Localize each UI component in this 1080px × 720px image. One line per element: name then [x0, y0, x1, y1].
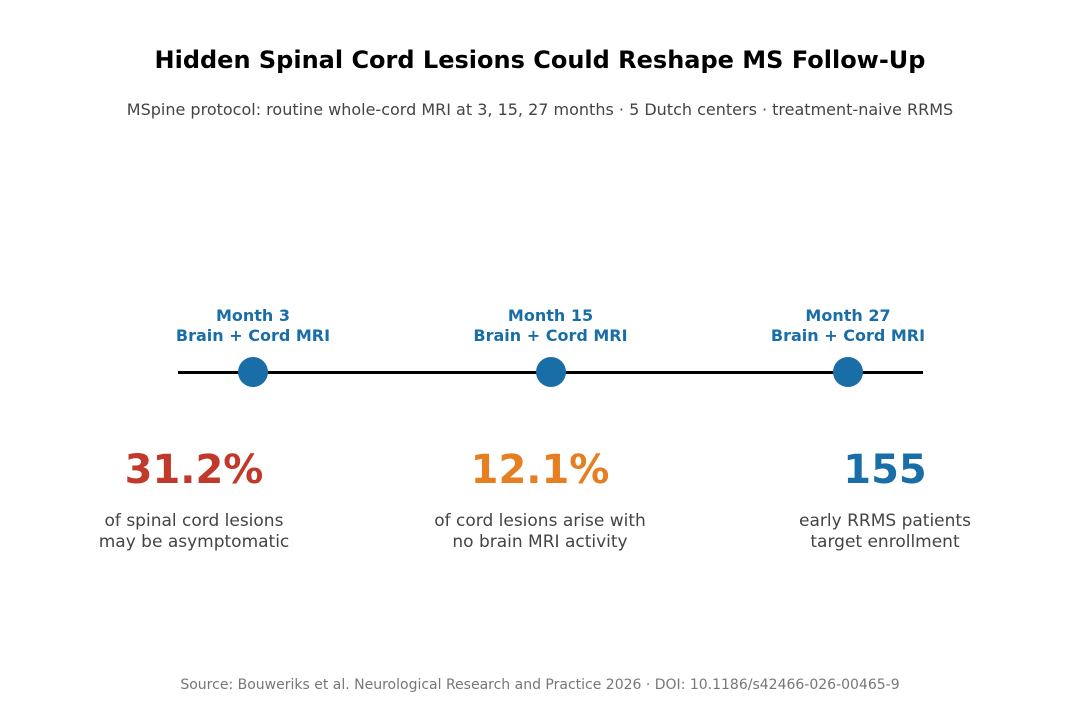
- stat-description-enrollment: early RRMS patients target enrollment: [755, 511, 1015, 553]
- chart-subtitle: MSpine protocol: routine whole-cord MRI …: [126, 100, 954, 119]
- source-citation: Source: Bouweriks et al. Neurological Re…: [180, 677, 900, 693]
- milestone-label-month-3: Month 3 Brain + Cord MRI: [133, 306, 373, 346]
- timeline-node-month-15: [535, 357, 566, 387]
- stat-description-line: no brain MRI activity: [452, 532, 628, 552]
- milestone-label-detail: Brain + Cord MRI: [175, 326, 331, 345]
- stat-value-enrollment: 155: [843, 447, 927, 493]
- stat-description-line: may be asymptomatic: [98, 532, 290, 552]
- milestone-label-title: Month 27: [805, 306, 891, 325]
- stat-description-asymptomatic: of spinal cord lesions may be asymptomat…: [64, 511, 324, 553]
- milestone-label-detail: Brain + Cord MRI: [473, 326, 628, 345]
- chart-title: Hidden Spinal Cord Lesions Could Reshape…: [154, 46, 926, 74]
- stat-value-asymptomatic: 31.2%: [124, 447, 264, 493]
- stat-description-line: of spinal cord lesions: [104, 511, 284, 531]
- timeline-node-month-27: [833, 357, 863, 387]
- milestone-label-title: Month 3: [215, 306, 291, 325]
- stat-description-line: early RRMS patients: [799, 511, 971, 531]
- stat-description-line: target enrollment: [810, 532, 960, 552]
- stat-description-no-brain-activity: of cord lesions arise with no brain MRI …: [410, 511, 670, 553]
- milestone-label-title: Month 15: [507, 306, 594, 325]
- stat-description-line: of cord lesions arise with: [434, 511, 646, 531]
- milestone-label-detail: Brain + Cord MRI: [770, 326, 926, 345]
- timeline-node-month-3: [238, 357, 268, 387]
- milestone-label-month-27: Month 27 Brain + Cord MRI: [728, 306, 968, 346]
- stat-value-no-brain-activity: 12.1%: [470, 447, 610, 493]
- milestone-label-month-15: Month 15 Brain + Cord MRI: [431, 306, 671, 346]
